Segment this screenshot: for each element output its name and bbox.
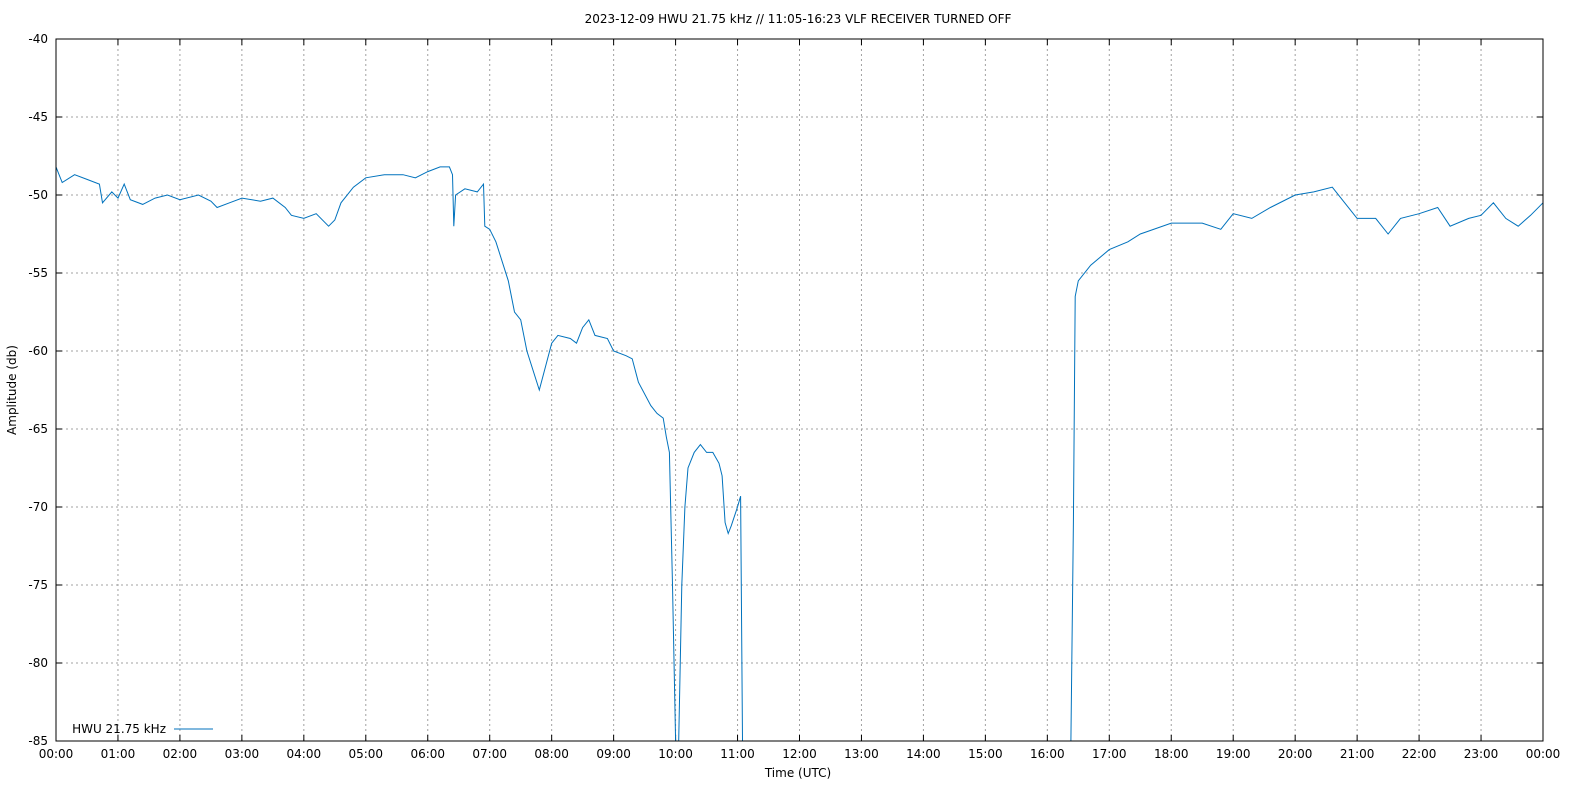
legend-label: HWU 21.75 kHz (72, 722, 166, 736)
legend: HWU 21.75 kHz (72, 722, 213, 736)
y-tick-label: -70 (28, 500, 48, 514)
x-tick-label: 17:00 (1092, 747, 1127, 761)
x-tick-label: 01:00 (101, 747, 136, 761)
x-tick-label: 22:00 (1402, 747, 1437, 761)
x-tick-label: 08:00 (534, 747, 569, 761)
x-tick-label: 04:00 (287, 747, 322, 761)
x-tick-label: 00:00 (1526, 747, 1561, 761)
y-axis-label: Amplitude (db) (5, 345, 19, 435)
x-tick-label: 06:00 (410, 747, 445, 761)
x-tick-label: 03:00 (225, 747, 260, 761)
x-tick-label: 16:00 (1030, 747, 1065, 761)
x-tick-label: 20:00 (1278, 747, 1313, 761)
y-axis-ticks: -40 -45 -50 -55 -60 -65 -70 -75 -80 -85 (28, 32, 1543, 748)
x-tick-label: 12:00 (782, 747, 817, 761)
x-tick-label: 18:00 (1154, 747, 1189, 761)
y-tick-label: -60 (28, 344, 48, 358)
y-tick-label: -50 (28, 188, 48, 202)
plot-frame (55, 38, 1544, 742)
x-axis-ticks: 00:00 01:00 02:00 03:00 04:00 05:00 06:00 07:00… (39, 39, 1561, 761)
x-tick-label: 02:00 (163, 747, 198, 761)
series-line-hwu (55, 166, 1544, 742)
x-tick-label: 00:00 (39, 747, 74, 761)
chart-title: 2023-12-09 HWU 21.75 kHz // 11:05-16:23 … (585, 12, 1012, 26)
x-tick-label: 05:00 (348, 747, 383, 761)
y-tick-label: -80 (28, 656, 48, 670)
x-tick-label: 19:00 (1216, 747, 1251, 761)
y-tick-label: -40 (28, 32, 48, 46)
y-tick-label: -75 (28, 578, 48, 592)
x-tick-label: 10:00 (658, 747, 693, 761)
x-axis-label: Time (UTC) (764, 766, 831, 780)
x-tick-label: 21:00 (1340, 747, 1375, 761)
x-tick-label: 23:00 (1464, 747, 1499, 761)
x-tick-label: 07:00 (472, 747, 507, 761)
y-tick-label: -45 (28, 110, 48, 124)
x-tick-label: 09:00 (596, 747, 631, 761)
y-tick-label: -55 (28, 266, 48, 280)
grid (56, 38, 1543, 742)
y-tick-label: -65 (28, 422, 48, 436)
y-tick-label: -85 (28, 734, 48, 748)
x-tick-label: 11:00 (720, 747, 755, 761)
x-tick-label: 13:00 (844, 747, 879, 761)
x-tick-label: 14:00 (906, 747, 941, 761)
x-tick-label: 15:00 (968, 747, 1003, 761)
